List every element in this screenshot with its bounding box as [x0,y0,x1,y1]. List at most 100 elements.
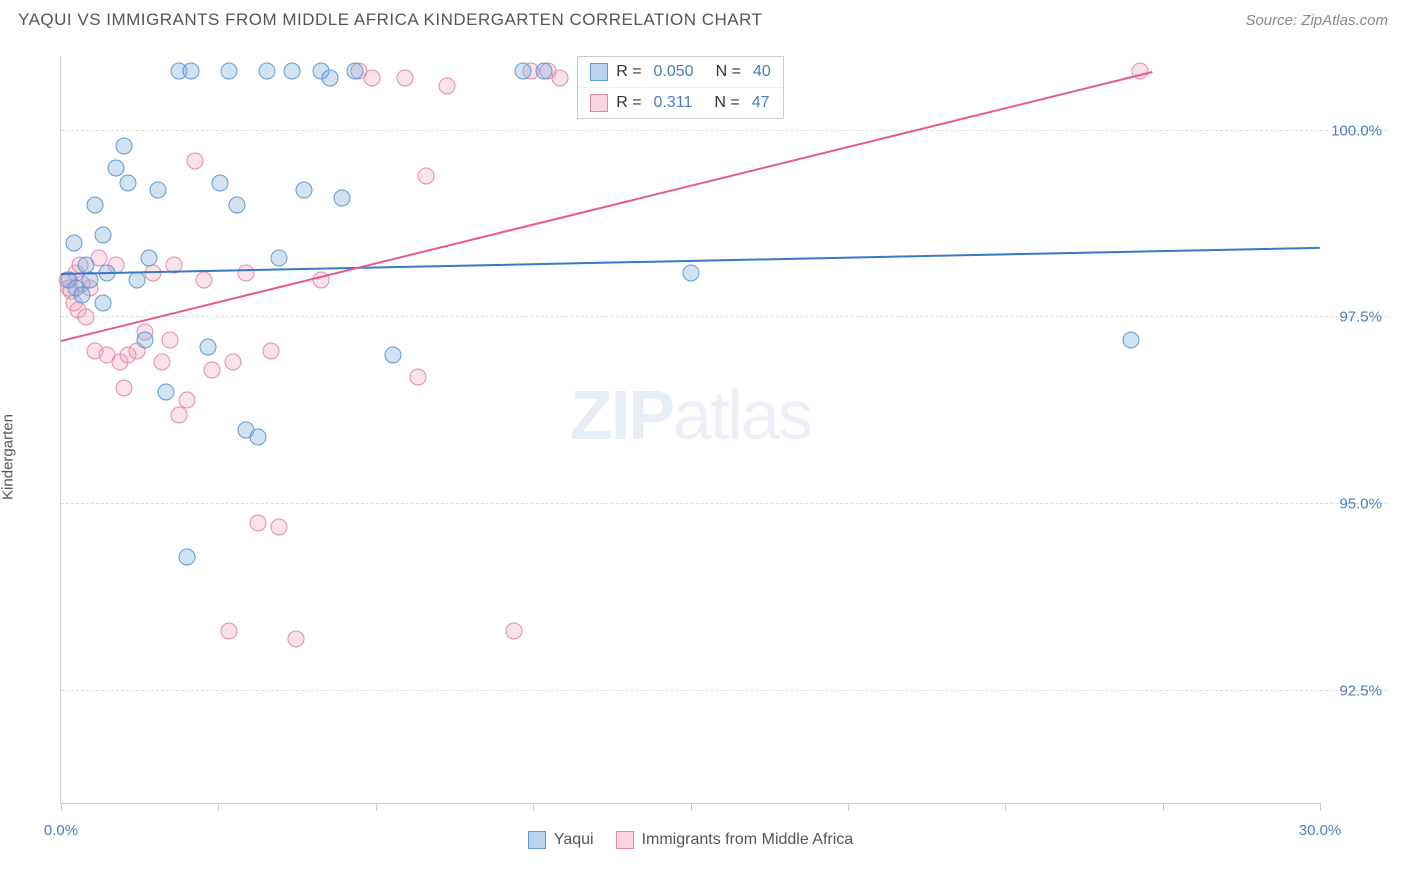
scatter-point [514,62,531,79]
gridline [61,316,1388,317]
scatter-point [237,264,254,281]
scatter-point [258,62,275,79]
scatter-point [1123,331,1140,348]
scatter-point [128,272,145,289]
y-tick-label: 97.5% [1339,309,1382,326]
bottom-legend-item: Yaqui [528,831,594,849]
x-tick [218,803,219,811]
scatter-point [195,272,212,289]
scatter-point [271,518,288,535]
x-tick-label: 30.0% [1299,822,1342,839]
x-tick [61,803,62,811]
legend-swatch [528,831,546,849]
scatter-point [94,227,111,244]
gridline [61,503,1388,504]
scatter-point [157,384,174,401]
scatter-point [220,623,237,640]
x-tick [1320,803,1321,811]
gridline [61,130,1388,131]
y-axis-label: Kindergarten [0,414,17,500]
r-label: R = [616,94,641,112]
bottom-legend: Yaqui Immigrants from Middle Africa [61,831,1320,849]
n-value: 47 [752,94,770,112]
x-tick-label: 0.0% [44,822,78,839]
y-tick-label: 92.5% [1339,682,1382,699]
scatter-point [506,623,523,640]
scatter-point [552,70,569,87]
scatter-point [409,369,426,386]
n-label: N = [716,63,741,81]
scatter-point [363,70,380,87]
x-tick [533,803,534,811]
legend-swatch [590,63,608,81]
x-tick [848,803,849,811]
scatter-point [86,197,103,214]
scatter-point [250,428,267,445]
legend-label: Immigrants from Middle Africa [642,831,854,849]
scatter-point [262,343,279,360]
scatter-point [288,630,305,647]
scatter-point [178,391,195,408]
y-tick-label: 100.0% [1331,122,1382,139]
n-label: N = [714,94,739,112]
legend-swatch [590,94,608,112]
scatter-point [384,346,401,363]
scatter-point [439,77,456,94]
scatter-point [212,175,229,192]
stats-legend-row: R = 0.050 N = 40 [578,57,783,87]
scatter-point [271,249,288,266]
scatter-point [162,331,179,348]
scatter-point [204,361,221,378]
scatter-point [183,62,200,79]
scatter-point [321,70,338,87]
n-value: 40 [753,63,771,81]
x-tick [376,803,377,811]
chart-container: Kindergarten ZIPatlas R =0.050N =40R =0.… [18,42,1388,872]
scatter-point [149,182,166,199]
legend-label: Yaqui [554,831,594,849]
chart-source: Source: ZipAtlas.com [1245,12,1388,29]
plot-area: ZIPatlas R =0.050N =40R =0.311N =47 Yaqu… [60,56,1320,804]
scatter-point [199,339,216,356]
r-label: R = [616,63,641,81]
scatter-point [78,309,95,326]
scatter-point [153,354,170,371]
x-tick [1163,803,1164,811]
scatter-point [229,197,246,214]
scatter-point [225,354,242,371]
scatter-point [178,548,195,565]
scatter-point [418,167,435,184]
stats-legend-row: R = 0.311 N = 47 [578,87,783,118]
stats-legend-box: R = 0.050 N = 40 R = 0.311 N = 47 [577,56,784,119]
scatter-point [170,406,187,423]
watermark: ZIPatlas [570,375,811,455]
gridline [61,690,1388,691]
scatter-point [107,160,124,177]
scatter-point [250,514,267,531]
scatter-point [120,175,137,192]
r-value: 0.311 [654,94,693,112]
x-tick [691,803,692,811]
scatter-point [535,62,552,79]
scatter-point [187,152,204,169]
scatter-point [115,137,132,154]
y-tick-label: 95.0% [1339,496,1382,513]
x-tick [1005,803,1006,811]
scatter-point [334,189,351,206]
r-value: 0.050 [654,63,694,81]
scatter-point [115,380,132,397]
scatter-point [220,62,237,79]
chart-title: YAQUI VS IMMIGRANTS FROM MIDDLE AFRICA K… [18,10,763,30]
scatter-point [397,70,414,87]
chart-header: YAQUI VS IMMIGRANTS FROM MIDDLE AFRICA K… [0,0,1406,34]
bottom-legend-item: Immigrants from Middle Africa [616,831,854,849]
scatter-point [141,249,158,266]
scatter-point [296,182,313,199]
legend-swatch [616,831,634,849]
scatter-point [73,287,90,304]
scatter-point [283,62,300,79]
scatter-point [682,264,699,281]
scatter-point [136,331,153,348]
scatter-point [65,234,82,251]
scatter-point [94,294,111,311]
